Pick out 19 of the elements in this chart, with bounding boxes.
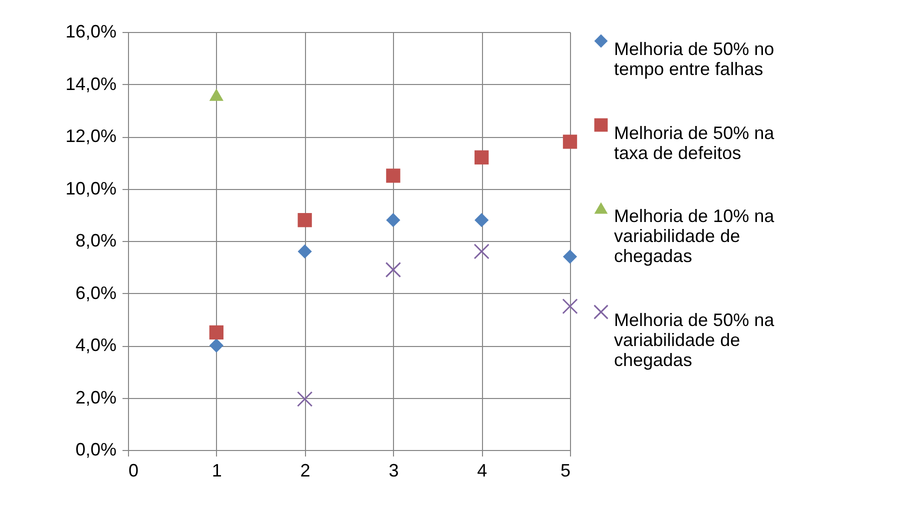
legend-label: Melhoria de 50% no tempo entre falhas bbox=[614, 39, 774, 79]
y-tick-label: 12,0% bbox=[65, 126, 116, 146]
y-tick-label: 6,0% bbox=[75, 282, 116, 303]
y-tick-label: 4,0% bbox=[75, 335, 116, 355]
y-tick-label: 0,0% bbox=[75, 440, 116, 460]
legend-label: Melhoria de 10% na variabilidade de chegadas bbox=[614, 206, 776, 266]
y-tick-label: 14,0% bbox=[65, 74, 116, 94]
y-tick-label: 10,0% bbox=[65, 178, 116, 198]
x-tick-label: 3 bbox=[388, 460, 399, 480]
x-tick-label: 1 bbox=[212, 460, 222, 480]
x-tick-label: 4 bbox=[477, 460, 488, 480]
x-tick-label: 2 bbox=[300, 460, 310, 480]
legend-label: Melhoria de 50% na taxa de defeitos bbox=[614, 123, 776, 163]
x-tick-label: 0 bbox=[128, 460, 139, 480]
y-tick-label: 8,0% bbox=[75, 230, 116, 250]
y-tick-label: 16,0% bbox=[65, 22, 116, 42]
y-tick-label: 2,0% bbox=[75, 387, 116, 408]
x-tick-label: 5 bbox=[560, 460, 570, 480]
legend-label: Melhoria de 50% na variabilidade de chegadas bbox=[614, 310, 776, 370]
